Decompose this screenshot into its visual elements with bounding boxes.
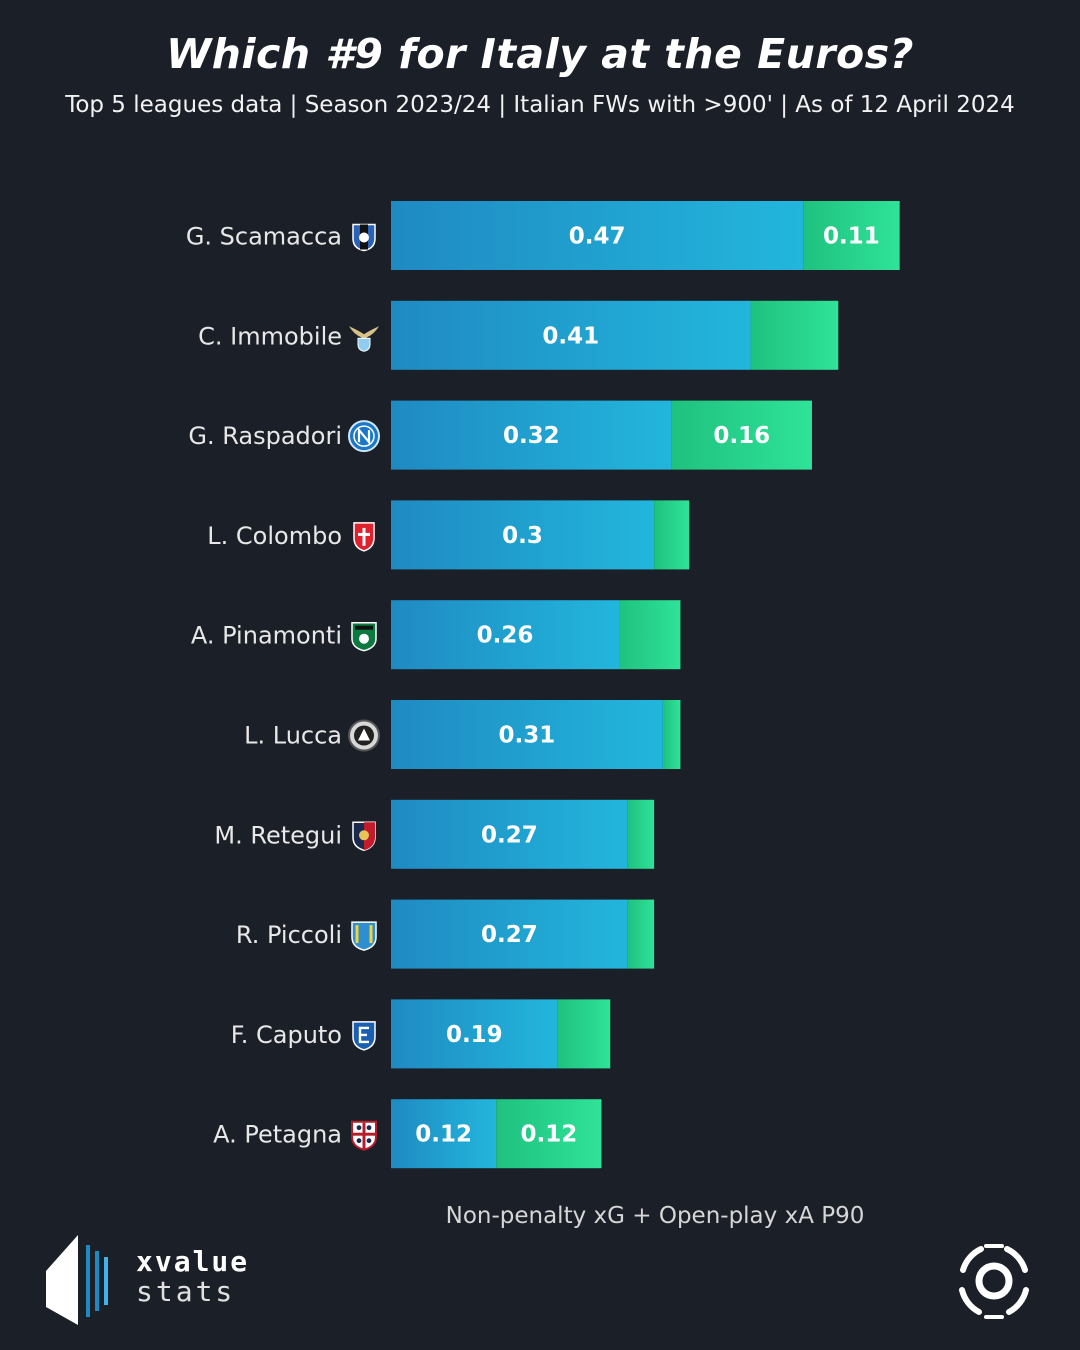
bar-label-xg: 0.27 — [481, 822, 538, 848]
bar-xg — [391, 999, 558, 1069]
sassuolo-icon — [351, 621, 377, 652]
brand-line-1: xvalue — [136, 1245, 250, 1278]
bar-label-xa: 0.12 — [520, 1122, 577, 1148]
bars-group: 0.47 0.11 0.41 0.32 0.16 0.3 0.26 0.31 0.27 0.27 0… — [391, 201, 900, 1169]
player-name: C. Immobile — [198, 322, 342, 350]
bar-label-xg: 0.19 — [446, 1022, 503, 1048]
napoli-icon — [348, 420, 380, 453]
bar-label-xg: 0.41 — [542, 323, 599, 349]
brand-wordmark: xvalue stats — [136, 1247, 249, 1307]
lecce-icon — [351, 921, 377, 951]
bar-xg — [391, 700, 663, 769]
bar-xa — [662, 700, 681, 769]
bar-xa — [671, 400, 812, 470]
player-name: L. Lucca — [244, 722, 342, 750]
bar-label-xg: 0.32 — [503, 423, 560, 449]
bar-xa — [803, 201, 900, 270]
atalanta-icon — [352, 223, 376, 252]
xvalue-mark-icon — [46, 1235, 108, 1325]
lazio-icon — [349, 326, 379, 352]
player-names-group: G. Scamacca C. Immobile G. Raspadori L. Col… — [186, 223, 342, 1149]
player-name: G. Raspadori — [188, 422, 342, 450]
bar-label-xg: 0.26 — [477, 623, 534, 649]
bar-xg — [391, 600, 620, 670]
bar-xg — [391, 899, 628, 969]
league-logo-icon — [959, 1244, 1029, 1319]
chart-subtitle: Top 5 leagues data | Season 2023/24 | It… — [65, 92, 1015, 118]
bar-xg — [391, 799, 628, 869]
bar-xg — [391, 300, 751, 370]
empoli-icon — [352, 1021, 376, 1051]
player-name: R. Piccoli — [236, 921, 342, 949]
bar-xa — [619, 600, 681, 670]
cagliari-icon — [351, 1120, 377, 1151]
team-icons-group — [348, 223, 380, 1151]
monza-icon — [353, 522, 375, 552]
brand-line-2: stats — [136, 1275, 236, 1308]
brand-logo: xvalue stats — [44, 1233, 284, 1327]
bar-label-xg: 0.47 — [569, 224, 626, 250]
bar-xg — [391, 201, 804, 270]
bar-xa — [627, 799, 655, 869]
player-name: F. Caputo — [231, 1021, 342, 1049]
bar-xa — [496, 1099, 602, 1169]
player-name: L. Colombo — [207, 522, 342, 550]
bar-xg — [391, 1099, 497, 1169]
bar-xg — [391, 400, 672, 470]
bar-label-xg: 0.31 — [499, 723, 556, 749]
player-name: G. Scamacca — [186, 223, 342, 251]
player-name: A. Pinamonti — [191, 622, 342, 650]
bar-label-xg: 0.3 — [502, 523, 543, 549]
bar-xa — [627, 899, 655, 969]
bar-xg — [391, 500, 655, 570]
bar-label-xa: 0.11 — [823, 224, 880, 250]
bar-label-xg: 0.27 — [481, 922, 538, 948]
bar-xa — [750, 300, 839, 370]
player-name: A. Petagna — [213, 1121, 342, 1149]
bar-xa — [654, 500, 690, 570]
x-axis-label: Non-penalty xG + Open-play xA P90 — [445, 1203, 865, 1229]
bar-label-xg: 0.12 — [415, 1122, 472, 1148]
udinese-icon — [348, 719, 380, 752]
player-name: M. Retegui — [214, 821, 342, 849]
genoa-icon — [352, 821, 376, 852]
chart-title: Which #9 for Italy at the Euros? — [166, 30, 914, 78]
bar-xa — [557, 999, 611, 1069]
bar-label-xa: 0.16 — [713, 423, 770, 449]
